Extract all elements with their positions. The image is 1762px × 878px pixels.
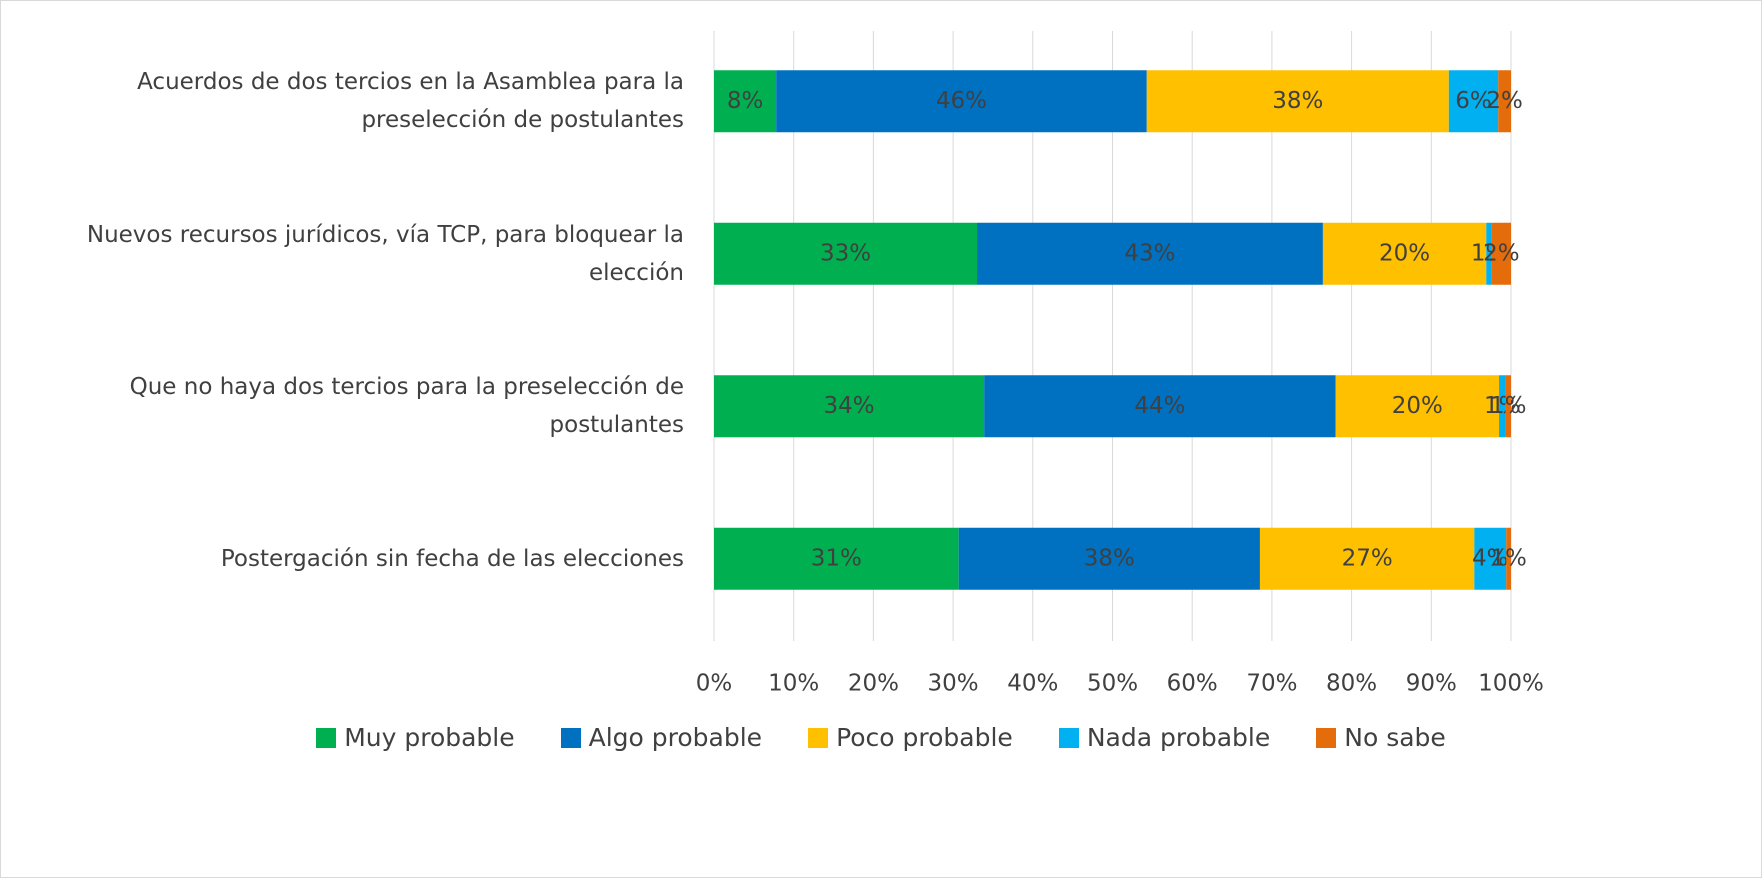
legend-swatch [316,727,337,748]
bar-segment [1498,70,1511,133]
data-label: 44% [1134,393,1185,419]
bar-segment [984,375,1336,438]
bar-segment [1486,222,1492,285]
data-label: 1% [1490,393,1527,419]
legend-label: Nada probable [1086,723,1271,752]
legend-item: Algo probable [560,723,763,752]
x-tick-label: 70% [1246,671,1297,697]
legend-item: Muy probable [316,723,515,752]
x-tick-label: 80% [1326,671,1377,697]
category-label: Que no haya dos tercios para la preselec… [129,374,684,439]
bar-segment [1448,70,1499,133]
data-label: 31% [811,545,862,571]
bar-segment [776,70,1147,133]
x-tick-label: 40% [1007,671,1058,697]
x-tick-label: 100% [1478,671,1544,697]
x-tick-label: 90% [1406,671,1457,697]
legend-swatch [1058,727,1079,748]
bar-segment [1474,527,1507,590]
legend-swatch [560,727,581,748]
data-label: 27% [1342,545,1393,571]
data-label: 38% [1272,88,1323,114]
bar-segment [1499,375,1506,438]
bar-segment [714,375,985,438]
legend-swatch [1316,727,1337,748]
data-label: 1% [1490,545,1527,571]
bar-segment [1335,375,1500,438]
legend-item: Nada probable [1058,723,1271,752]
bar-segment [958,527,1260,590]
legend-item: Poco probable [808,723,1013,752]
x-tick-label: 0% [696,671,733,697]
x-tick-label: 20% [848,671,899,697]
category-label: Acuerdos de dos tercios en la Asamblea p… [137,69,684,134]
bar-segment [1505,375,1511,438]
legend-item: No sabe [1316,723,1446,752]
data-label: 43% [1124,240,1175,266]
legend-label: Muy probable [344,723,515,752]
legend-label: Algo probable [588,723,763,752]
x-tick-label: 10% [768,671,819,697]
x-tick-label: 30% [928,671,979,697]
legend-label: No sabe [1344,723,1446,752]
legend-swatch [808,727,829,748]
bar-segment [1146,70,1449,133]
data-label: 6% [1455,88,1492,114]
legend: Muy probable Algo probable Poco probable Na… [1,723,1761,752]
bar-segment [977,222,1323,285]
data-label: 33% [820,240,871,266]
data-label: 34% [824,393,875,419]
x-tick-label: 60% [1167,671,1218,697]
bar-segment [1259,527,1475,590]
data-label: 46% [936,88,987,114]
data-label: 20% [1392,393,1443,419]
data-label: 2% [1486,88,1523,114]
data-label: 4% [1472,545,1509,571]
category-label: Postergación sin fecha de las elecciones [220,545,684,572]
data-label: 1% [1484,393,1521,419]
bar-segment [1491,222,1511,285]
data-label: 2% [1483,240,1520,266]
data-label: 38% [1084,545,1135,571]
x-tick-label: 50% [1087,671,1138,697]
bar-segment [714,527,959,590]
data-label: 20% [1379,240,1430,266]
bar-segment [1322,222,1487,285]
category-label: Nuevos recursos jurídicos, vía TCP, para… [86,221,684,286]
legend-label: Poco probable [836,723,1013,752]
bar-segment [1506,527,1511,590]
bar-segment [714,70,777,133]
bar-segment [714,222,978,285]
data-label: 8% [727,88,764,114]
